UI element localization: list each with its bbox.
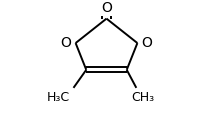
Text: O: O — [141, 36, 153, 50]
Text: O: O — [101, 1, 112, 15]
Text: CH₃: CH₃ — [131, 91, 154, 104]
Text: O: O — [60, 36, 72, 50]
Text: H₃C: H₃C — [47, 91, 70, 104]
